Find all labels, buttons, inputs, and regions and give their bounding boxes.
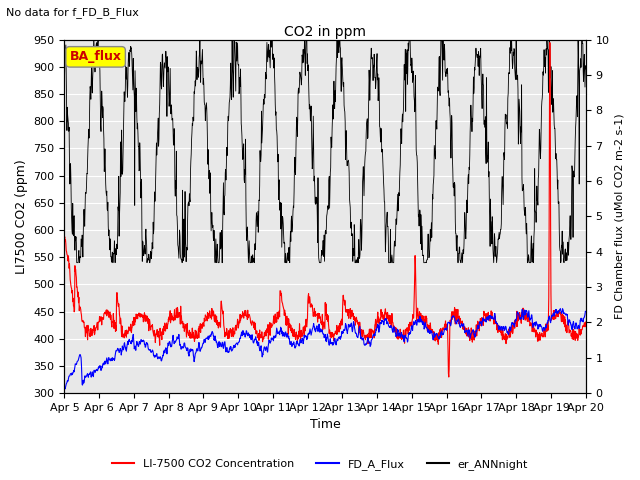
X-axis label: Time: Time	[310, 419, 340, 432]
Legend: LI-7500 CO2 Concentration, FD_A_Flux, er_ANNnight: LI-7500 CO2 Concentration, FD_A_Flux, er…	[108, 455, 532, 474]
Y-axis label: FD Chamber flux (uMol CO2 m-2 s-1): FD Chamber flux (uMol CO2 m-2 s-1)	[615, 114, 625, 319]
Text: No data for f_FD_B_Flux: No data for f_FD_B_Flux	[6, 7, 140, 18]
Title: CO2 in ppm: CO2 in ppm	[284, 24, 366, 38]
Y-axis label: LI7500 CO2 (ppm): LI7500 CO2 (ppm)	[15, 159, 28, 274]
Text: BA_flux: BA_flux	[70, 50, 122, 63]
